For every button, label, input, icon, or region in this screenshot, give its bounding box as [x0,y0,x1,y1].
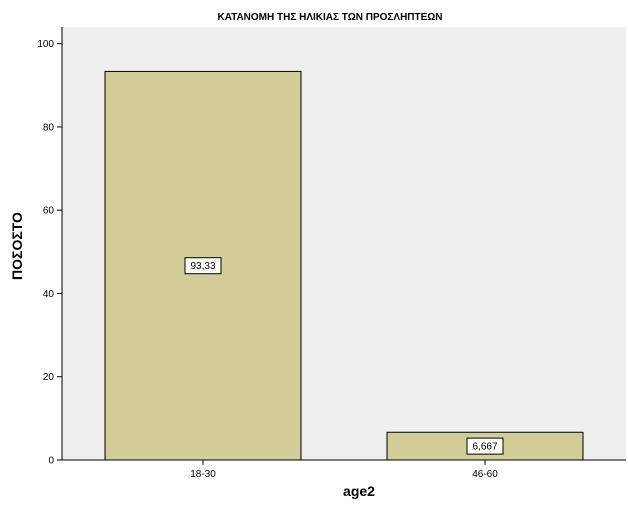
data-label: 93,33 [190,261,215,272]
y-tick-label: 20 [43,372,55,383]
x-axis: 18-30 46-60 [62,459,626,480]
data-label: 6,667 [472,442,497,453]
data-labels-group: 93,33 6,667 [184,257,504,455]
y-tick-label: 80 [43,122,55,133]
y-tick-label: 0 [48,456,54,467]
x-tick-label: 18-30 [190,469,216,480]
y-tick-label: 40 [43,289,55,300]
y-axis-title: ΠΟΣΟΣΤΟ [9,212,25,280]
y-tick-label: 100 [37,39,54,50]
y-axis: 0 20 40 60 80 100 [37,27,63,467]
y-tick-label: 60 [43,206,55,217]
data-label-box [184,257,222,275]
x-tick-label: 46-60 [472,469,498,480]
data-label-box [466,437,504,455]
x-axis-title: age2 [343,483,375,499]
chart-title: ΚΑΤΑΝΟΜΗ ΤΗΣ ΗΛΙΚΙΑΣ ΤΩΝ ΠΡΟΣΛΗΠΤΕΩΝ [217,12,442,23]
